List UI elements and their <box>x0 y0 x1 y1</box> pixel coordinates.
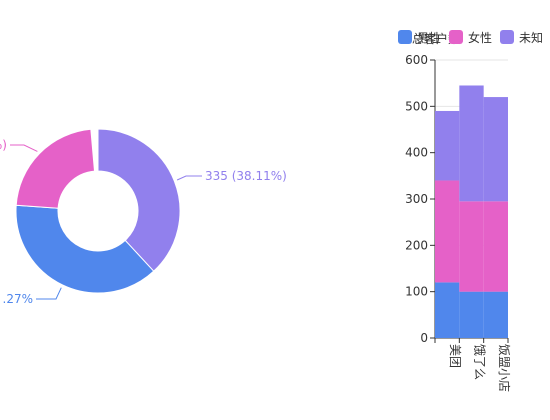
bar-segment-unknown <box>459 85 484 202</box>
legend-label-unknown: 未知 <box>519 30 544 45</box>
bar-segment-unknown <box>435 110 460 181</box>
bar-y-tick-label: 600 <box>405 53 428 67</box>
legend-label-female: 女性 <box>468 30 493 45</box>
bar-y-tick-label: 300 <box>405 192 428 206</box>
bar-segment-male <box>459 291 484 338</box>
donut-slice-female <box>15 128 96 209</box>
donut-slice-unknown <box>97 128 181 272</box>
legend-swatch-female <box>449 30 464 44</box>
bar-x-tick-label: 饿了么 <box>473 344 487 380</box>
legend-item-male[interactable]: 男性 <box>398 29 441 46</box>
donut-label-line-male <box>36 287 62 300</box>
donut-label-line-female <box>10 144 38 152</box>
bar-chart-title: 总客户数 <box>412 32 461 46</box>
legend-swatch-male <box>398 30 412 44</box>
donut-label-unknown: 335 (38.11%) <box>205 169 287 183</box>
bar-segment-female <box>459 201 484 292</box>
bar-x-tick-label: 美团 <box>448 344 462 368</box>
bar-segment-male <box>435 282 460 338</box>
bar-y-tick-label: 500 <box>405 99 428 113</box>
chart-legend: 男性 女性 未知 <box>398 28 550 46</box>
bar-segment-female <box>435 180 460 283</box>
legend-label-male: 男性 <box>417 30 442 45</box>
donut-label-male: .27% <box>3 292 34 306</box>
donut-label-female: %) <box>0 138 7 152</box>
bar-y-tick-label: 200 <box>405 238 428 252</box>
legend-swatch-unknown <box>500 30 515 44</box>
bar-y-tick-label: 400 <box>405 146 428 160</box>
bar-segment-unknown <box>483 97 508 202</box>
bar-segment-female <box>483 201 508 292</box>
bar-y-tick-label: 100 <box>405 285 428 299</box>
bar-x-tick-label: 饭盟小店 <box>497 344 511 392</box>
legend-item-female[interactable]: 女性 <box>449 29 492 46</box>
legend-item-unknown[interactable]: 未知 <box>500 29 543 46</box>
donut-label-line-unknown <box>176 175 202 181</box>
donut-slice-male <box>15 204 155 294</box>
bar-y-tick-label: 0 <box>420 331 428 345</box>
bar-segment-male <box>483 291 508 338</box>
